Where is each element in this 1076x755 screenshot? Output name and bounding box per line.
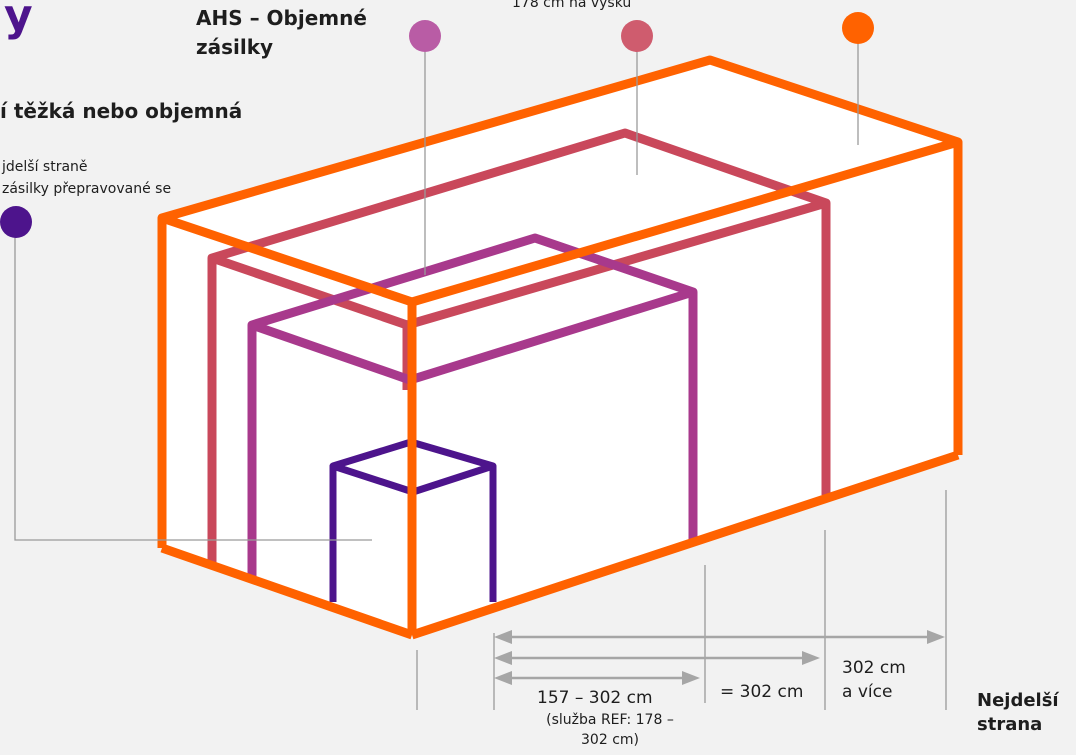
leader-lines: [14, 40, 947, 710]
ahs-label-line1: AHS – Objemné: [196, 6, 367, 30]
small-dot: [0, 206, 32, 238]
longest-side-label-line2: strana: [977, 714, 1043, 735]
longest-side-label-line1: Nejdelší: [977, 690, 1059, 711]
range-note-line2: 302 cm): [581, 732, 639, 748]
outer-box: [157, 55, 963, 640]
height-label: 178 cm na výšku: [512, 0, 632, 11]
over-label-line2: a více: [842, 682, 893, 702]
outer-box-top-face: [162, 60, 958, 302]
range-note-line1: (služba REF: 178 –: [546, 712, 674, 728]
outer-dot: [842, 12, 874, 44]
title-fragment: y: [4, 0, 33, 41]
range-label: 157 – 302 cm: [537, 688, 653, 708]
equal-label: = 302 cm: [720, 682, 804, 702]
medium-box: [247, 233, 698, 577]
ahs-label-line2: zásilky: [196, 35, 274, 59]
dimension-arrows: [494, 630, 945, 685]
height-dot: [621, 20, 653, 52]
over-label-line1: 302 cm: [842, 658, 906, 678]
note-line2: zásilky přepravované se: [2, 181, 172, 197]
weight-heading: í těžká nebo objemná: [0, 99, 243, 123]
note-line1: jdelší straně: [2, 159, 88, 175]
outer-box-front-face: [162, 218, 412, 635]
ahs-dot: [409, 20, 441, 52]
